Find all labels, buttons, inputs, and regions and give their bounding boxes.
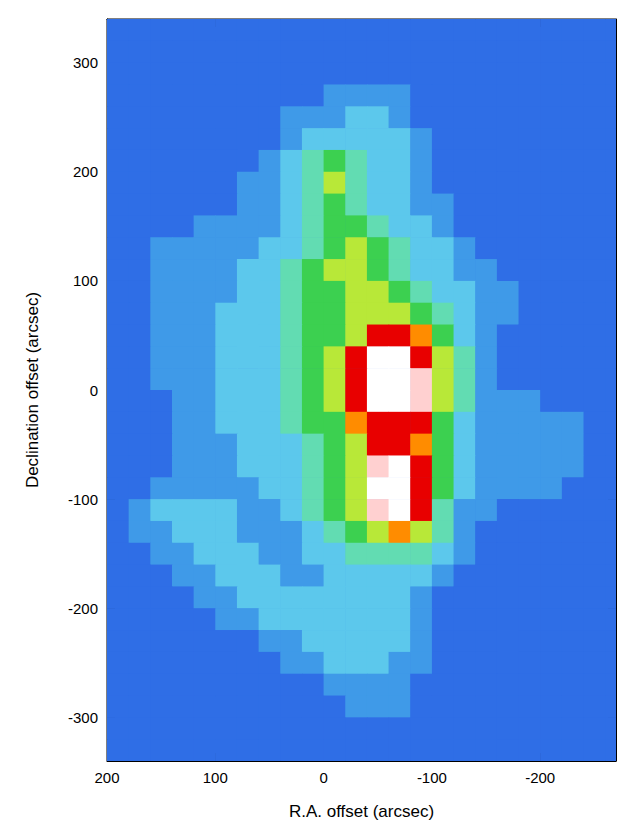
svg-text:-200: -200 xyxy=(525,769,555,786)
svg-text:0: 0 xyxy=(319,769,327,786)
svg-text:-200: -200 xyxy=(68,600,98,617)
svg-text:-300: -300 xyxy=(68,709,98,726)
svg-text:300: 300 xyxy=(73,54,98,71)
svg-text:0: 0 xyxy=(90,382,98,399)
svg-text:-100: -100 xyxy=(68,491,98,508)
svg-text:200: 200 xyxy=(73,163,98,180)
svg-text:100: 100 xyxy=(203,769,228,786)
svg-text:-100: -100 xyxy=(417,769,447,786)
svg-text:100: 100 xyxy=(73,272,98,289)
svg-text:R.A. offset (arcsec): R.A. offset (arcsec) xyxy=(289,802,434,821)
svg-text:Declination offset (arcsec): Declination offset (arcsec) xyxy=(23,292,42,488)
svg-text:200: 200 xyxy=(94,769,119,786)
